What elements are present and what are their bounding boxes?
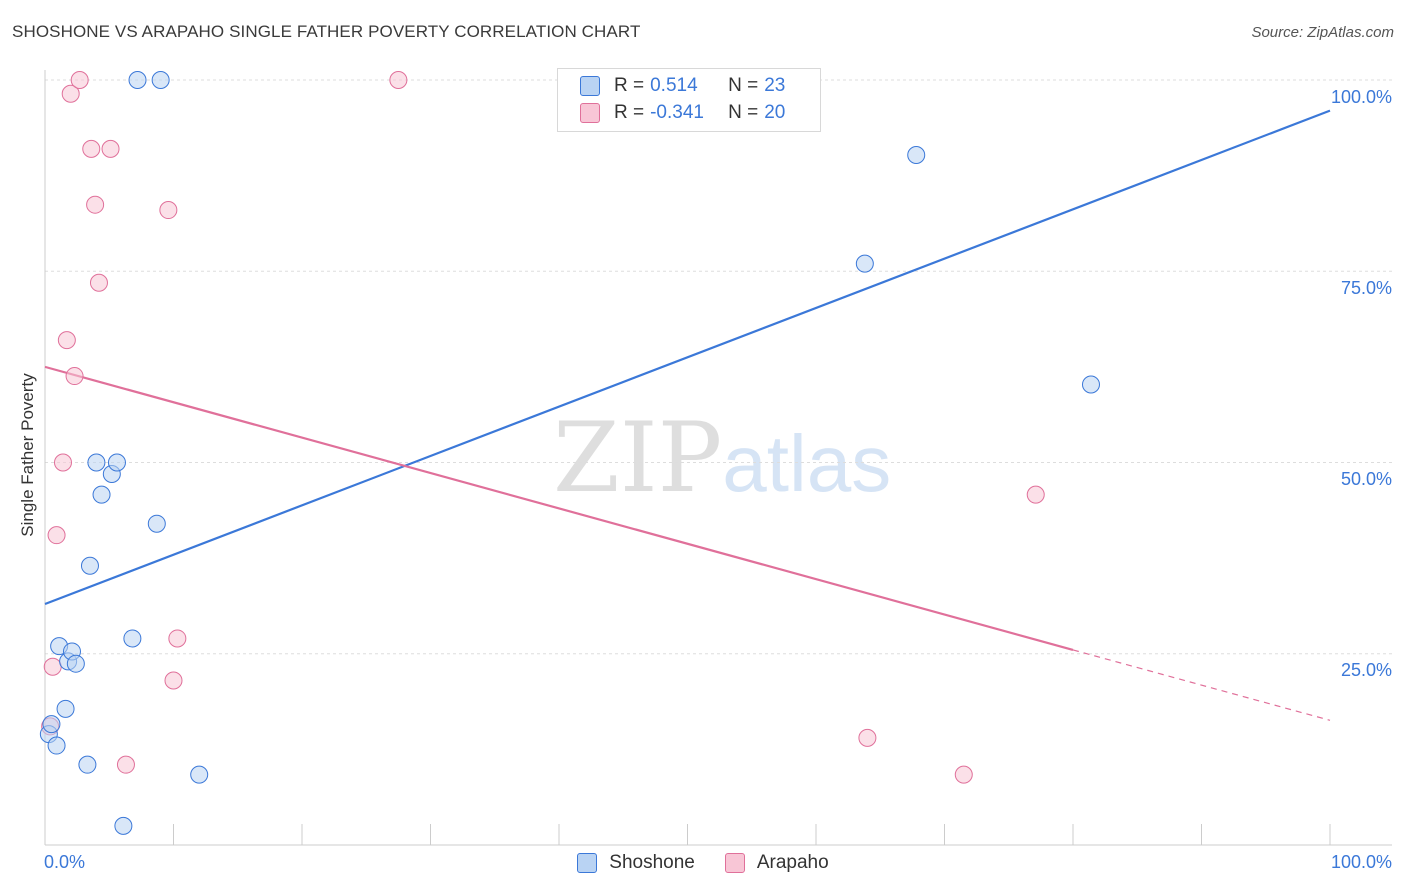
shoshone-point xyxy=(1081,375,1100,394)
shoshone-point xyxy=(128,71,147,89)
arapaho-legend-swatch-icon xyxy=(724,853,745,873)
legend-label-arapaho: Arapaho xyxy=(756,852,829,873)
chart-title: SHOSHONE VS ARAPAHO SINGLE FATHER POVERT… xyxy=(12,22,641,41)
stats-legend: R = 0.514 N = 23 R = -0.341 N = 20 xyxy=(557,68,821,132)
arapaho-point xyxy=(43,657,62,676)
source-label: Source: ZipAtlas.com xyxy=(1251,24,1394,41)
arapaho-point xyxy=(101,139,120,158)
arapaho-point xyxy=(53,453,72,472)
legend-row-arapaho: R = -0.341 N = 20 xyxy=(580,100,785,126)
legend-item-arapaho[interactable]: Arapaho xyxy=(724,852,829,874)
arapaho-point xyxy=(389,71,408,89)
shoshone-point xyxy=(151,71,170,89)
watermark: ZIPatlas xyxy=(553,402,891,514)
arapaho-point xyxy=(89,273,108,292)
x-tick-label-min: 0.0% xyxy=(44,852,86,872)
shoshone-point xyxy=(66,654,85,673)
arapaho-trendline-extension xyxy=(1072,649,1331,721)
n-value: 20 xyxy=(764,102,786,123)
arapaho-point xyxy=(65,367,84,386)
arapaho-point xyxy=(954,765,973,784)
arapaho-point xyxy=(70,71,89,89)
arapaho-point xyxy=(159,201,178,220)
y-tick-label-50: 50.0% xyxy=(1340,469,1392,489)
r-value: 0.514 xyxy=(650,75,698,96)
shoshone-point xyxy=(42,715,61,734)
y-axis-label: Single Father Poverty xyxy=(18,373,37,537)
x-tick-label-max: 100.0% xyxy=(1330,852,1392,872)
shoshone-point xyxy=(107,453,126,472)
shoshone-trendline xyxy=(44,109,1331,606)
shoshone-point xyxy=(47,736,66,755)
arapaho-point xyxy=(168,629,187,648)
y-tick-label-25: 25.0% xyxy=(1340,660,1392,680)
watermark-zip: ZIP xyxy=(553,402,723,514)
shoshone-point xyxy=(190,765,209,784)
legend-label-shoshone: Shoshone xyxy=(609,852,695,873)
n-label: N = xyxy=(728,75,759,96)
arapaho-point xyxy=(858,728,877,747)
shoshone-point xyxy=(87,453,106,472)
shoshone-point xyxy=(80,556,99,575)
r-value: -0.341 xyxy=(650,102,704,123)
shoshone-point xyxy=(114,816,133,835)
legend-row-shoshone: R = 0.514 N = 23 xyxy=(580,73,785,99)
shoshone-point xyxy=(92,485,111,504)
shoshone-point xyxy=(147,514,166,533)
arapaho-point xyxy=(116,755,135,774)
arapaho-point xyxy=(1026,485,1045,504)
series-legend: Shoshone Arapaho xyxy=(0,852,1406,874)
shoshone-point xyxy=(56,699,75,718)
arapaho-point xyxy=(82,139,101,158)
arapaho-point xyxy=(57,331,76,350)
shoshone-point xyxy=(123,629,142,648)
arapaho-point xyxy=(164,671,183,690)
arapaho-point xyxy=(47,526,66,545)
n-label: N = xyxy=(728,102,759,123)
arapaho-trendline xyxy=(44,365,1074,651)
n-value: 23 xyxy=(764,75,786,96)
shoshone-legend-swatch-icon xyxy=(577,853,598,873)
shoshone-point xyxy=(855,254,874,273)
arapaho-swatch-icon xyxy=(580,103,600,123)
legend-item-shoshone[interactable]: Shoshone xyxy=(577,852,695,874)
y-tick-label-75: 75.0% xyxy=(1340,278,1392,298)
y-tick-label-100: 100.0% xyxy=(1330,87,1392,107)
shoshone-point xyxy=(907,145,926,164)
r-label: R = xyxy=(614,75,645,96)
shoshone-point xyxy=(78,755,97,774)
arapaho-point xyxy=(61,84,80,103)
watermark-atlas: atlas xyxy=(722,419,892,508)
shoshone-swatch-icon xyxy=(580,76,600,96)
r-label: R = xyxy=(614,102,645,123)
arapaho-point xyxy=(86,195,105,214)
